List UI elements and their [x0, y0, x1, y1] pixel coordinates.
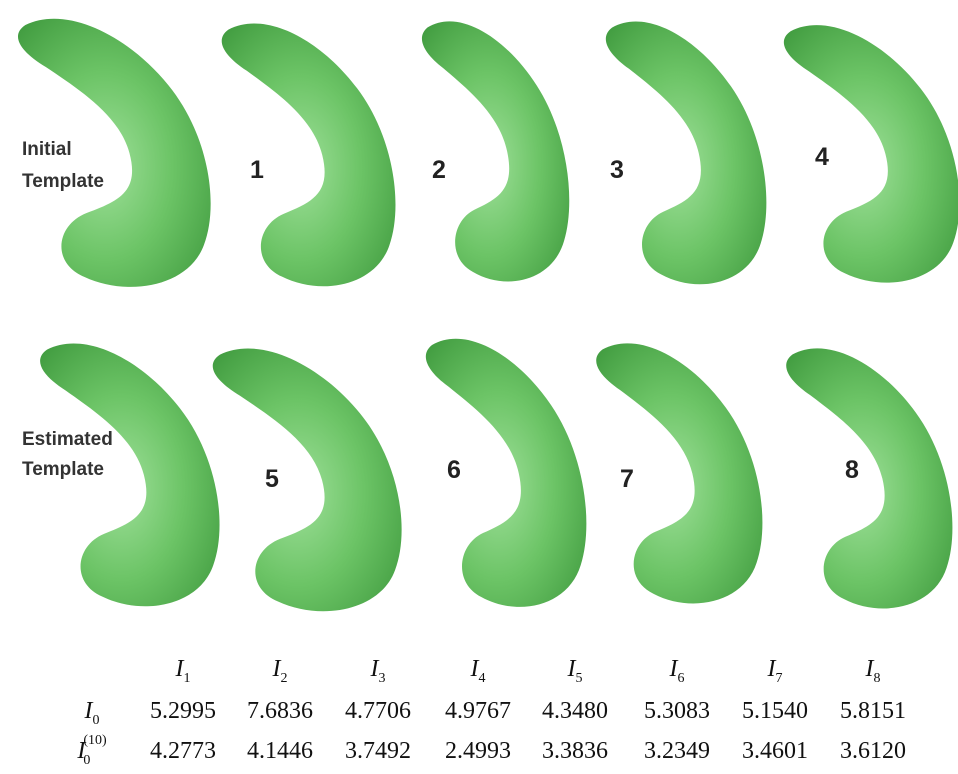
- figure: Initial Template Estimated Template 1 2 3 4 5 6 7 8…: [0, 0, 958, 774]
- cell: 4.1446: [247, 738, 313, 764]
- symbol-sub: 0: [93, 713, 100, 728]
- shape-number: 4: [815, 143, 829, 171]
- symbol: I6: [669, 656, 685, 686]
- symbol: I0: [84, 698, 100, 728]
- shapes: [18, 19, 958, 612]
- shape-number: 5: [265, 465, 279, 493]
- cell: 5.1540: [742, 698, 808, 724]
- symbol-sub: 3: [379, 671, 386, 686]
- symbol-sub: 5: [576, 671, 583, 686]
- row-label: Initial: [22, 139, 72, 160]
- shape-number: 8: [845, 456, 859, 484]
- cell: 2.4993: [445, 738, 511, 764]
- cell: 3.4601: [742, 738, 808, 764]
- symbol-sub: 7: [776, 671, 783, 686]
- shape: [784, 25, 958, 282]
- symbol-sup: (10): [83, 733, 107, 748]
- cell: 3.7492: [345, 738, 411, 764]
- cell: 3.6120: [840, 738, 906, 764]
- cell: 5.2995: [150, 698, 216, 724]
- cell: 4.9767: [445, 698, 511, 724]
- symbol-sub: 8: [874, 671, 881, 686]
- table: I1 I2 I3 I4 I5 I6 I7 I8 I0 5.2995 7.6836 4.7706 4.97…: [76, 656, 906, 768]
- cell: 3.2349: [644, 738, 710, 764]
- symbol-sub: 6: [678, 671, 685, 686]
- cell: 4.3480: [542, 698, 608, 724]
- row-label: Template: [22, 459, 104, 480]
- symbol: I5: [567, 656, 583, 686]
- shape-number: 2: [432, 156, 446, 184]
- symbol: I4: [470, 656, 486, 686]
- cell: 4.2773: [150, 738, 216, 764]
- symbol-sub: 0: [83, 753, 90, 768]
- row-label: Estimated: [22, 429, 113, 450]
- shape: [222, 23, 396, 286]
- shape: [606, 21, 767, 284]
- cell: 4.7706: [345, 698, 411, 724]
- symbol: I3: [370, 656, 386, 686]
- cell: 3.3836: [542, 738, 608, 764]
- shape-number: 7: [620, 465, 634, 493]
- symbol: I8: [865, 656, 881, 686]
- shape-number: 3: [610, 156, 624, 184]
- cell: 7.6836: [247, 698, 313, 724]
- symbol: I0(10): [76, 733, 107, 768]
- row-label: Template: [22, 171, 104, 192]
- symbol: I2: [272, 656, 288, 686]
- cell: 5.3083: [644, 698, 710, 724]
- shape: [786, 348, 952, 608]
- symbol: I1: [175, 656, 191, 686]
- shape: [422, 21, 569, 281]
- symbol-sub: 4: [479, 671, 486, 686]
- symbol: I7: [767, 656, 783, 686]
- symbol-sub: 1: [184, 671, 191, 686]
- shape-number: 6: [447, 456, 461, 484]
- shape: [213, 348, 402, 611]
- symbol-sub: 2: [281, 671, 288, 686]
- cell: 5.8151: [840, 698, 906, 724]
- shape-number: 1: [250, 156, 264, 184]
